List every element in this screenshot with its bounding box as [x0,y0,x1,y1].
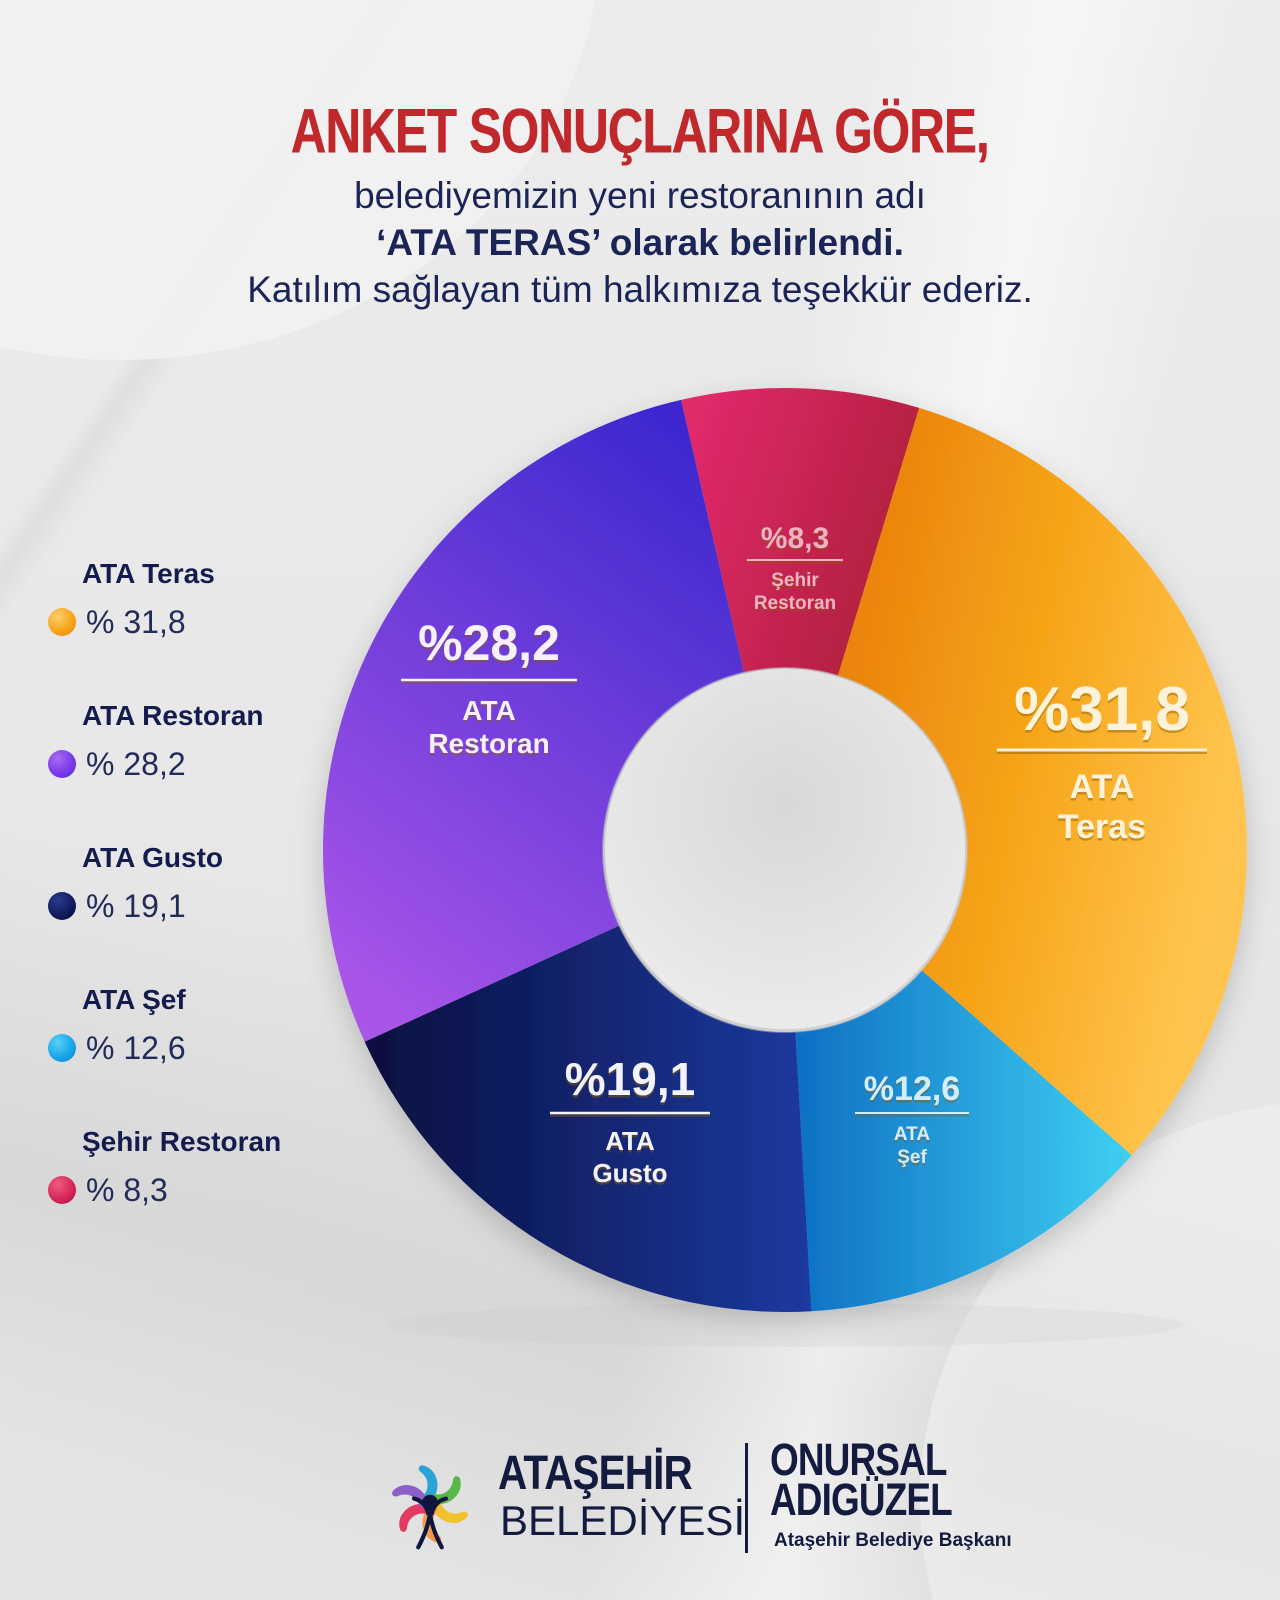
svg-text:%12,6: %12,6 [864,1070,960,1108]
svg-text:Şef: Şef [897,1147,927,1168]
svg-text:%19,1: %19,1 [565,1053,695,1105]
svg-text:ATA: ATA [1070,768,1135,806]
svg-text:%31,8: %31,8 [1014,675,1190,744]
svg-text:%28,2: %28,2 [418,615,560,671]
svg-text:ATA: ATA [462,695,515,726]
svg-text:Teras: Teras [1058,808,1146,846]
svg-text:Restoran: Restoran [428,728,549,759]
svg-text:%8,3: %8,3 [761,522,829,555]
svg-text:Restoran: Restoran [754,593,836,614]
svg-text:Gusto: Gusto [592,1158,667,1188]
svg-text:ATA: ATA [894,1124,931,1145]
svg-text:ATA: ATA [605,1126,655,1156]
svg-text:Şehir: Şehir [771,570,819,591]
